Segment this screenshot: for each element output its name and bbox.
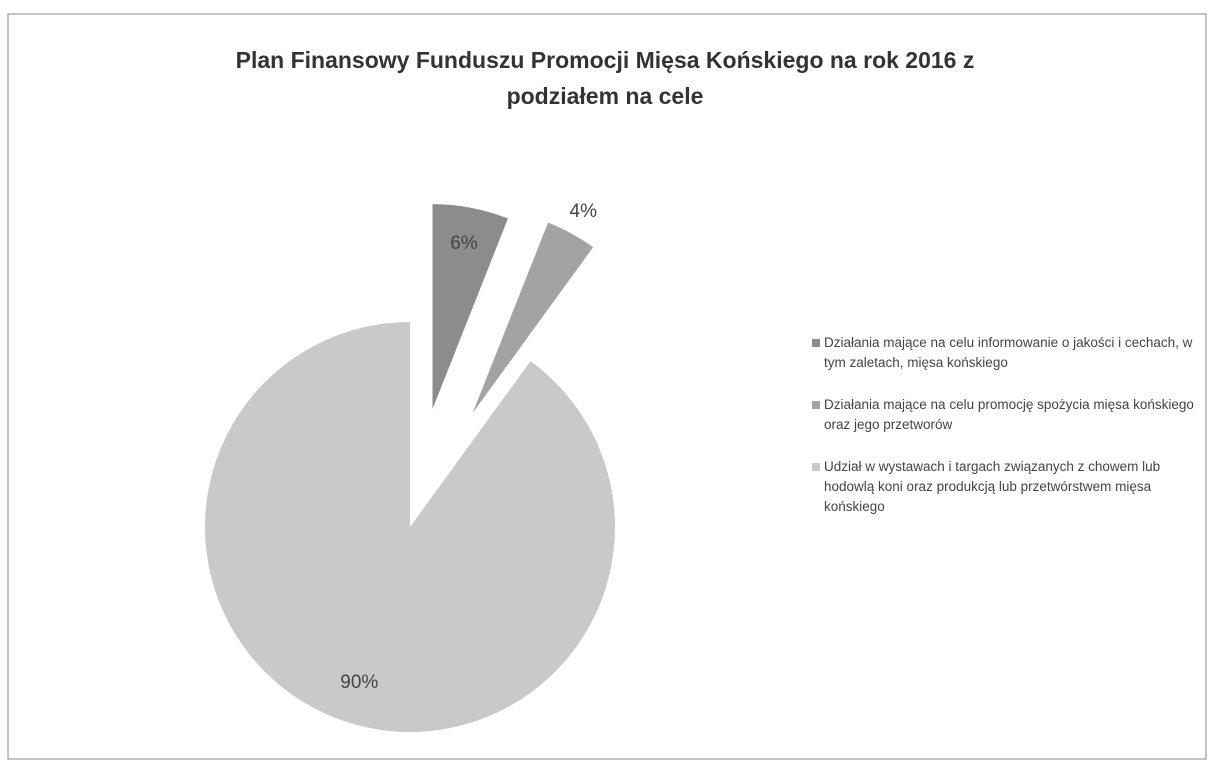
pie-slice	[432, 204, 508, 410]
data-label: 6%	[450, 233, 478, 254]
legend-item: Działania mające na celu informowanie o …	[812, 333, 1197, 373]
chart-title: Plan Finansowy Funduszu Promocji Mięsa K…	[235, 47, 975, 109]
pie-slice	[472, 222, 594, 414]
legend-label: Udział w wystawach i targach związanych …	[824, 459, 1161, 514]
legend-item: Działania mające na celu promocję spożyc…	[812, 395, 1197, 435]
legend-swatch	[812, 339, 820, 347]
legend-swatch	[812, 401, 820, 409]
data-label: 90%	[340, 672, 378, 693]
legend-label: Działania mające na celu informowanie o …	[824, 335, 1193, 370]
legend-item: Udział w wystawach i targach związanych …	[812, 457, 1197, 517]
data-label: 4%	[570, 201, 598, 222]
pie-slice	[204, 322, 615, 732]
legend: Działania mające na celu informowanie o …	[812, 333, 1197, 539]
legend-label: Działania mające na celu promocję spożyc…	[824, 397, 1194, 432]
frame	[7, 13, 1207, 760]
legend-swatch	[812, 463, 820, 471]
